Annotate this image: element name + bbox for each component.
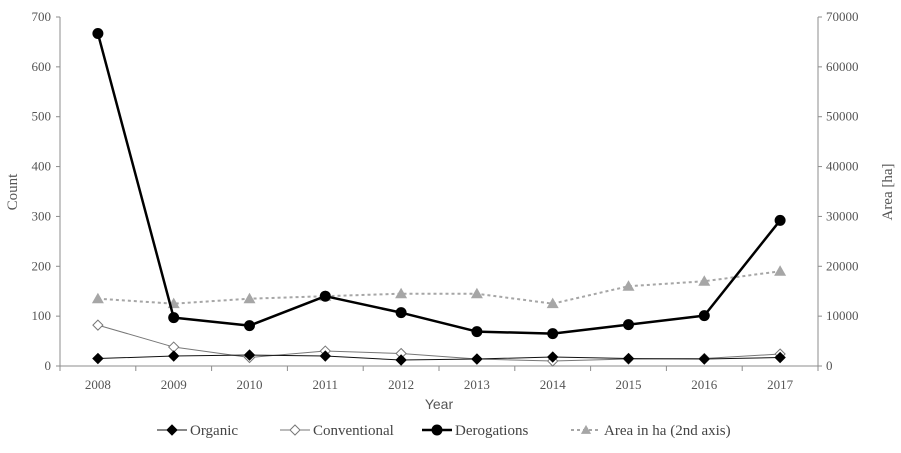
data-point-organic — [774, 351, 786, 364]
x-tick-label: 2010 — [237, 377, 263, 392]
series-layer — [91, 27, 787, 367]
legend-item-conventional: Conventional — [280, 423, 394, 439]
data-point-organic — [471, 353, 483, 365]
data-point-area-in-ha-2nd-axis — [698, 275, 711, 286]
x-tick-label: 2008 — [85, 377, 111, 392]
legend-swatch-marker — [166, 424, 178, 436]
data-point-organic — [395, 354, 407, 366]
data-point-derogations — [471, 326, 483, 338]
data-point-derogations — [623, 319, 634, 331]
data-point-conventional — [92, 319, 104, 331]
data-point-area-in-ha-2nd-axis — [774, 265, 787, 276]
x-tick-label: 2017 — [767, 377, 794, 392]
x-tick-label: 2014 — [540, 377, 567, 392]
legend-item-organic: Organic — [157, 423, 238, 439]
y2-tick-label: 70000 — [826, 9, 859, 24]
y2-tick-label: 20000 — [826, 258, 859, 273]
y-axis-title: Count — [5, 173, 21, 211]
y-tick-label: 300 — [32, 208, 52, 223]
data-point-derogations — [168, 312, 180, 324]
data-point-organic — [698, 353, 711, 365]
y-tick-label: 500 — [32, 109, 52, 124]
x-tick-label: 2011 — [313, 377, 339, 392]
data-point-derogations — [547, 328, 559, 340]
legend-swatch-marker — [580, 424, 592, 434]
y2-axis-title: Area [ha] — [880, 163, 896, 220]
series-line-area-in-ha-2nd-axis — [97, 270, 781, 305]
data-point-area-in-ha-2nd-axis — [395, 287, 408, 299]
y-tick-label: 0 — [45, 358, 52, 373]
data-point-derogations — [319, 290, 331, 302]
legend-label: Organic — [190, 423, 238, 439]
data-point-area-in-ha-2nd-axis — [243, 292, 256, 304]
legend-swatch-marker — [431, 424, 443, 436]
data-point-organic — [546, 351, 559, 363]
data-point-organic — [243, 349, 256, 361]
data-point-area-in-ha-2nd-axis — [91, 292, 104, 304]
y-tick-label: 100 — [32, 308, 52, 323]
y-tick-label: 400 — [32, 159, 52, 174]
data-point-derogations — [92, 27, 104, 39]
y-tick-label: 600 — [32, 59, 52, 74]
data-point-area-in-ha-2nd-axis — [622, 280, 635, 291]
legend-item-area-in-ha-2nd-axis: Area in ha (2nd axis) — [571, 423, 731, 439]
y2-tick-label: 50000 — [826, 109, 859, 124]
axes: 0 100 200 300 400 500 600 700 0 10000 20000 30000 40… — [32, 9, 859, 392]
series-area-in-ha-2nd-axis — [91, 265, 787, 309]
legend-item-derogations: Derogations — [422, 423, 528, 439]
series-line-derogations — [96, 33, 782, 335]
series-derogations — [92, 27, 786, 340]
x-tick-label: 2013 — [464, 377, 490, 392]
data-point-area-in-ha-2nd-axis — [546, 297, 559, 309]
data-point-derogations — [244, 320, 255, 332]
y2-tick-label: 10000 — [826, 308, 859, 323]
data-point-derogations — [698, 310, 710, 322]
legend-label: Derogations — [455, 423, 528, 439]
data-point-organic — [92, 352, 104, 365]
y-tick-label: 200 — [32, 258, 52, 273]
x-tick-label: 2012 — [388, 377, 414, 392]
y2-tick-label: 30000 — [826, 208, 859, 223]
y2-tick-label: 0 — [826, 358, 833, 373]
y-tick-label: 700 — [32, 9, 52, 24]
legend-label: Area in ha (2nd axis) — [604, 423, 731, 439]
x-tick-label: 2009 — [161, 377, 187, 392]
x-axis-title: Year — [425, 396, 454, 412]
data-point-derogations — [774, 214, 786, 226]
y2-tick-label: 60000 — [826, 59, 859, 74]
series-organic — [92, 349, 786, 366]
data-point-organic — [319, 350, 332, 362]
legend-swatch-marker — [289, 424, 301, 436]
legend-label: Conventional — [313, 423, 394, 439]
data-point-area-in-ha-2nd-axis — [470, 287, 483, 299]
legend: Organic Conventional Derogations Area in ha… — [157, 423, 731, 439]
data-point-organic — [167, 350, 180, 362]
x-tick-label: 2016 — [691, 377, 718, 392]
y2-tick-label: 40000 — [826, 159, 859, 174]
data-point-organic — [622, 352, 635, 365]
series-line-organic — [97, 354, 781, 361]
x-tick-label: 2015 — [616, 377, 642, 392]
data-point-derogations — [395, 307, 407, 319]
